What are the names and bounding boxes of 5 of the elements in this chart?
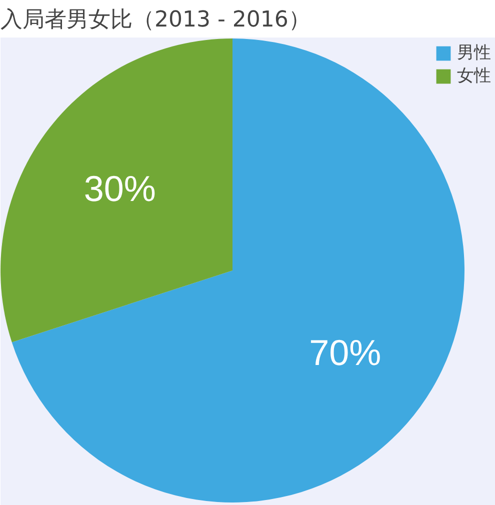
data-label: 70% bbox=[309, 332, 382, 373]
data-label: 30% bbox=[84, 168, 156, 210]
legend-label: 男性 bbox=[457, 42, 491, 64]
chart-title: 入局者男女比（2013 - 2016） bbox=[0, 8, 310, 32]
legend-label: 女性 bbox=[457, 65, 491, 87]
